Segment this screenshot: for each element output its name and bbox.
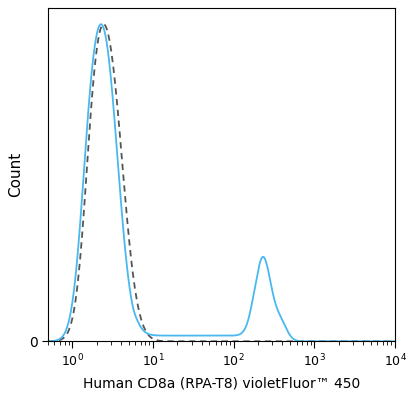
X-axis label: Human CD8a (RPA-T8) violetFluor™ 450: Human CD8a (RPA-T8) violetFluor™ 450 <box>83 377 360 391</box>
Y-axis label: Count: Count <box>8 152 23 198</box>
